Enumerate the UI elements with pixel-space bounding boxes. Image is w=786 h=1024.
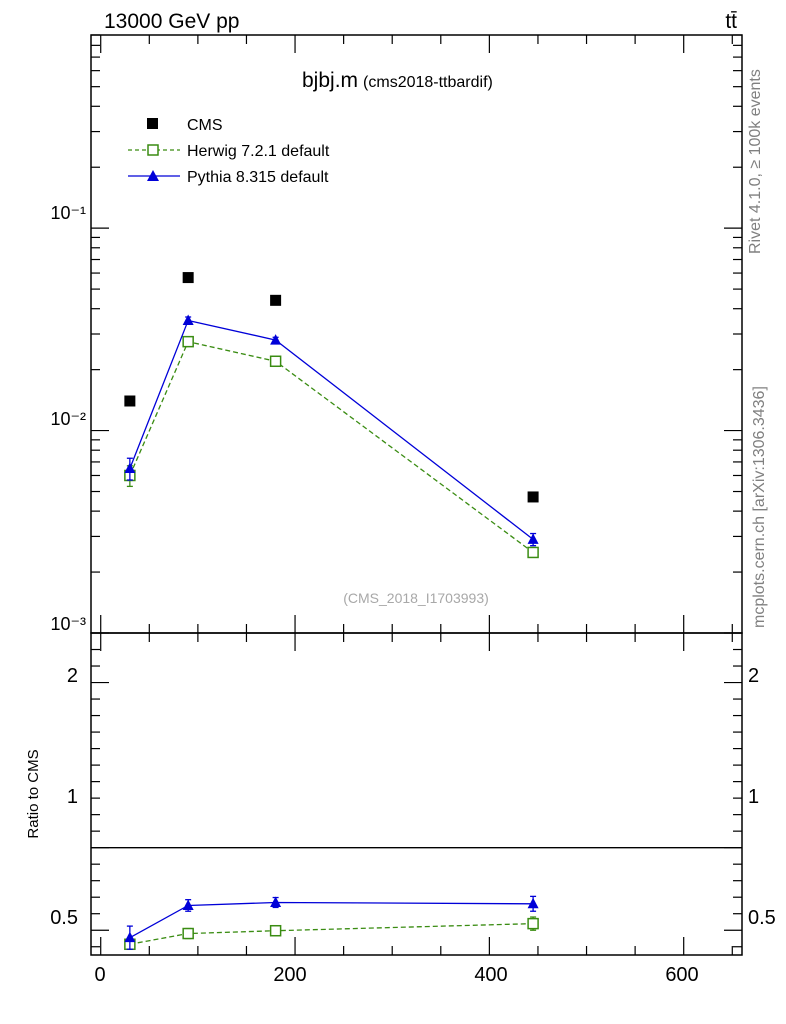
legend-cms-marker xyxy=(147,118,158,129)
main-point-cms xyxy=(182,272,194,284)
energy-label: 13000 GeV pp xyxy=(104,10,239,33)
x-tick-labels: 0 200 400 600 xyxy=(94,964,698,986)
ratio-tick-label-left-2: 2 xyxy=(67,665,78,687)
main-point-cms xyxy=(270,294,282,306)
ratio-point-herwig xyxy=(182,927,194,940)
observable-name: bjbj.m xyxy=(302,69,358,92)
y-tick-label-1e-2: 10⁻² xyxy=(50,409,86,429)
main-point-pythia xyxy=(182,314,194,325)
main-point-herwig xyxy=(527,546,539,559)
x-tick-label-400: 400 xyxy=(474,964,507,986)
main-series-herwig xyxy=(124,335,539,559)
ratio-point-pythia xyxy=(527,897,539,909)
y-tick-label-1e-1: 10⁻¹ xyxy=(50,203,86,223)
main-point-pythia xyxy=(527,533,539,544)
x-tick-label-600: 600 xyxy=(665,964,698,986)
analysis-watermark: (CMS_2018_I1703993) xyxy=(343,590,489,606)
main-axis-ticks xyxy=(91,34,742,634)
analysis-tag: (cms2018-ttbardif) xyxy=(363,74,493,91)
y-tick-label-1e-3: 10⁻³ xyxy=(50,614,86,634)
main-series-pythia xyxy=(124,314,539,547)
legend-herwig-marker xyxy=(147,144,159,156)
ratio-point-pythia xyxy=(124,931,136,943)
ratio-tick-label-right-0.5: 0.5 xyxy=(748,907,776,929)
ratio-line-herwig xyxy=(129,922,534,945)
x-tick-label-200: 200 xyxy=(273,964,306,986)
ratio-plot-data xyxy=(124,895,539,951)
main-series-cms xyxy=(124,272,539,503)
legend-pythia-label: Pythia 8.315 default xyxy=(187,169,329,186)
x-tick-label-0: 0 xyxy=(94,964,105,986)
ratio-tick-label-left-0.5: 0.5 xyxy=(50,907,78,929)
ratio-line-pythia xyxy=(129,901,534,939)
main-plot-data xyxy=(124,272,539,559)
mcplots-credit-label: mcplots.cern.ch [arXiv:1306.3436] xyxy=(751,386,768,628)
main-point-cms xyxy=(527,491,539,503)
main-point-pythia xyxy=(124,462,136,473)
ratio-tick-label-right-2: 2 xyxy=(748,665,759,687)
ratio-y-tick-labels: 0.5 1 2 0.5 1 2 xyxy=(50,665,776,929)
main-line-pythia xyxy=(129,319,534,540)
ratio-point-pythia xyxy=(270,896,282,907)
legend-cms-label: CMS xyxy=(187,117,223,134)
ratio-series-herwig xyxy=(124,916,539,951)
main-point-pythia xyxy=(270,334,282,345)
ratio-tick-label-left-1: 1 xyxy=(67,786,78,808)
ratio-series-pythia xyxy=(124,895,539,950)
x-axis-ticks xyxy=(100,35,733,955)
main-point-herwig xyxy=(182,335,194,348)
ratio-tick-label-right-1: 1 xyxy=(748,786,759,808)
ratio-point-herwig xyxy=(527,917,539,930)
main-point-cms xyxy=(124,395,136,407)
ratio-point-pythia xyxy=(182,899,194,910)
ratio-panel-frame xyxy=(90,632,743,956)
ratio-point-herwig xyxy=(269,924,282,937)
plot-title: bjbj.m (cms2018-ttbardif) xyxy=(302,69,493,92)
main-y-tick-labels: 10⁻³ 10⁻² 10⁻¹ xyxy=(50,203,86,634)
legend-pythia-marker xyxy=(147,170,159,181)
legend-herwig-label: Herwig 7.2.1 default xyxy=(187,143,330,160)
legend: CMS Herwig 7.2.1 default Pythia 8.315 de… xyxy=(128,117,330,186)
main-point-herwig xyxy=(269,355,282,368)
process-label: tt̄ xyxy=(725,10,737,33)
rivet-version-label: Rivet 4.1.0, ≥ 100k events xyxy=(747,69,764,254)
ratio-y-axis-label: Ratio to CMS xyxy=(25,749,42,838)
main-line-herwig xyxy=(129,340,534,553)
